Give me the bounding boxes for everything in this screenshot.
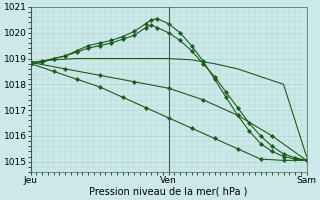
X-axis label: Pression niveau de la mer( hPa ): Pression niveau de la mer( hPa ) — [89, 187, 248, 197]
